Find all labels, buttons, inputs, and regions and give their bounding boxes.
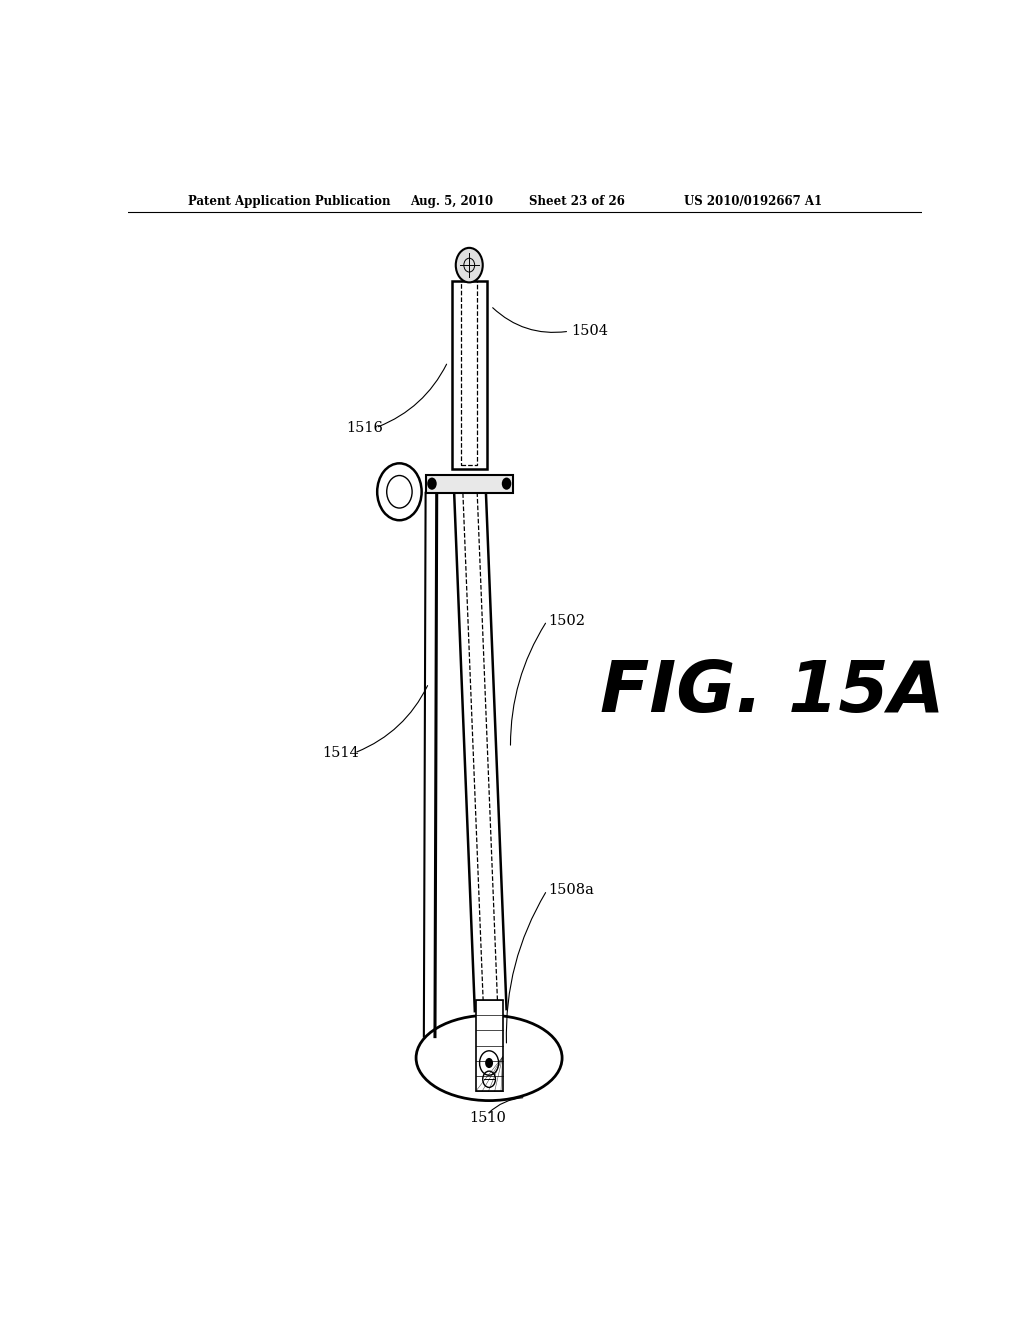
Text: 1502: 1502 <box>549 614 586 628</box>
Text: Sheet 23 of 26: Sheet 23 of 26 <box>528 194 625 207</box>
Bar <box>475 1001 503 1092</box>
Bar <box>461 281 477 466</box>
Text: Aug. 5, 2010: Aug. 5, 2010 <box>410 194 493 207</box>
Circle shape <box>502 478 511 490</box>
Bar <box>452 281 486 470</box>
Text: 1510: 1510 <box>469 1111 506 1125</box>
Text: FIG. 15A: FIG. 15A <box>600 657 945 726</box>
Text: 1514: 1514 <box>323 746 359 760</box>
Text: Patent Application Publication: Patent Application Publication <box>187 194 390 207</box>
Bar <box>426 474 513 492</box>
Text: US 2010/0192667 A1: US 2010/0192667 A1 <box>684 194 821 207</box>
Text: 1516: 1516 <box>346 421 383 434</box>
Circle shape <box>485 1057 494 1068</box>
Text: 1508a: 1508a <box>549 883 595 898</box>
Circle shape <box>427 478 436 490</box>
Text: 1504: 1504 <box>570 325 608 338</box>
Circle shape <box>456 248 482 282</box>
